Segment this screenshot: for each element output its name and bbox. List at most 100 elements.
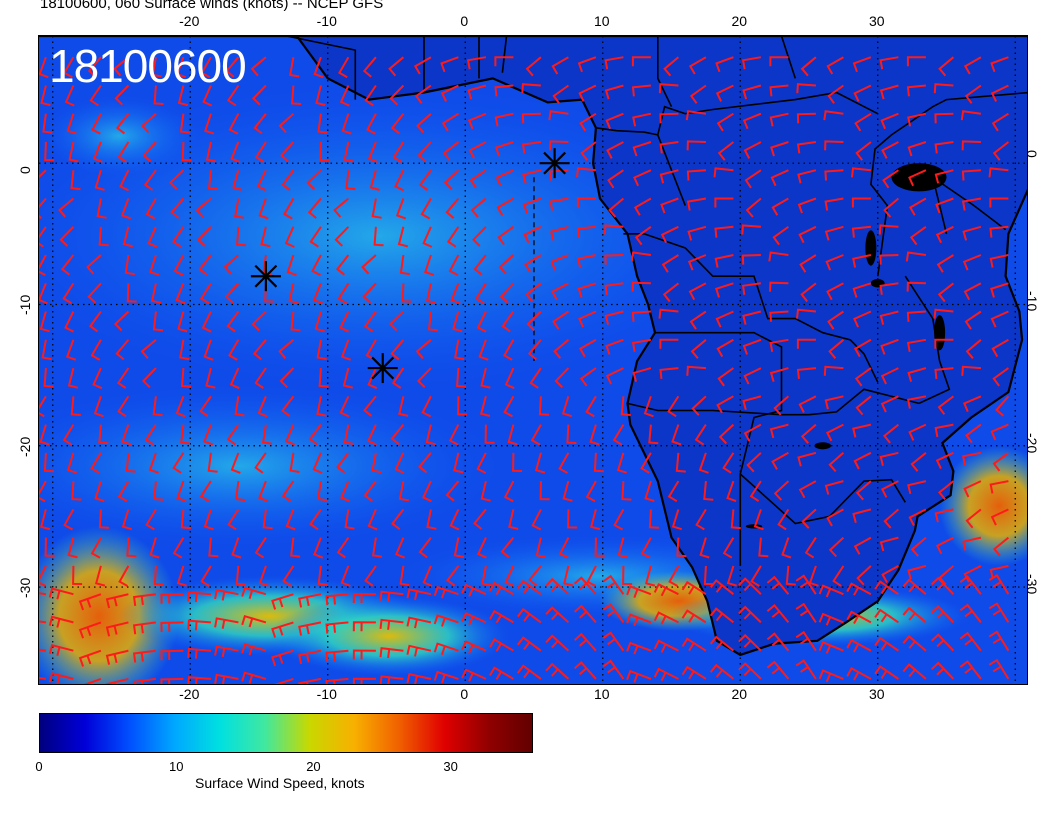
wind-barb: [824, 395, 844, 410]
wind-barb: [91, 113, 102, 135]
wind-barb: [399, 565, 410, 587]
wind-barb: [452, 311, 463, 333]
wind-barb: [825, 423, 844, 442]
wind-barb: [602, 603, 625, 623]
wind-barb: [937, 282, 955, 303]
wind-barb: [390, 339, 405, 361]
wind-barb: [446, 226, 460, 248]
wind-barb: [426, 509, 437, 530]
wind-barb: [228, 113, 240, 135]
wind-barb: [902, 578, 927, 595]
wind-barb: [325, 593, 349, 606]
wind-barb: [766, 660, 790, 680]
wind-barb: [690, 339, 707, 359]
wind-barb: [631, 310, 651, 322]
wind-barb: [906, 84, 927, 97]
wind-barb: [663, 56, 680, 77]
wind-barb: [339, 395, 350, 418]
wind-barb: [818, 584, 844, 598]
wind-barb: [686, 140, 706, 151]
wind-barb: [352, 677, 376, 684]
wind-barb: [659, 169, 679, 184]
wind-barb: [445, 197, 460, 219]
wind-barb: [241, 671, 267, 684]
wind-barb: [175, 282, 186, 305]
wind-barb: [626, 641, 652, 655]
wind-barb: [503, 395, 515, 418]
wind-barb: [883, 508, 900, 529]
wind-barb: [988, 167, 1009, 178]
wind-barb: [516, 664, 542, 680]
wind-barb: [879, 451, 899, 466]
wind-barb: [284, 226, 295, 248]
wind-barb: [853, 536, 872, 555]
wind-barb: [988, 574, 1010, 595]
wind-barb: [699, 537, 710, 559]
country-border: [627, 388, 920, 416]
wind-barb: [318, 368, 329, 388]
wind-barb: [298, 649, 322, 665]
wind-barb: [687, 225, 707, 241]
wind-barb: [714, 225, 734, 238]
wind-barb: [995, 395, 1010, 417]
wind-barb: [67, 367, 79, 389]
wind-barb: [933, 83, 954, 94]
wind-barb: [824, 480, 844, 495]
wind-barb: [203, 509, 214, 531]
wind-barb: [675, 452, 686, 473]
wind-barb: [667, 480, 680, 503]
wind-barb: [397, 226, 409, 248]
wind-barb: [489, 638, 514, 652]
wind-barb: [389, 84, 405, 106]
wind-barb: [795, 574, 817, 595]
wind-barb: [818, 612, 844, 626]
wind-barb: [529, 367, 542, 389]
wind-barb: [316, 480, 328, 502]
wind-barb: [142, 141, 157, 163]
wind-barb: [83, 677, 102, 684]
wind-barb: [94, 169, 105, 191]
wind-barb: [874, 636, 899, 652]
wind-barb: [461, 640, 487, 654]
wind-barb: [282, 565, 295, 587]
wind-barb: [473, 508, 487, 530]
wind-barb: [39, 169, 47, 190]
wind-barb: [339, 85, 350, 107]
wind-barb: [527, 339, 542, 361]
wind-barb: [573, 576, 597, 595]
wind-barb: [715, 282, 734, 298]
wind-barb: [640, 452, 652, 474]
wind-barb: [105, 621, 129, 637]
wind-barb: [316, 396, 327, 417]
wind-barb: [467, 112, 487, 130]
wind-barb: [115, 339, 130, 361]
wind-barb: [151, 57, 162, 78]
wind-barb: [853, 84, 872, 102]
wind-barb: [714, 197, 734, 208]
wind-barb: [336, 537, 350, 559]
wind-barb: [823, 365, 844, 376]
wind-barb: [225, 56, 240, 78]
wind-barb: [824, 140, 844, 151]
wind-barb: [534, 452, 546, 474]
wind-barb: [271, 621, 294, 638]
wind-barb: [78, 649, 102, 667]
wind-barb: [258, 198, 269, 220]
wind-barb: [648, 424, 659, 445]
wind-barb: [738, 662, 762, 680]
wind-barb: [549, 197, 569, 211]
lake: [814, 442, 831, 450]
wind-barb: [910, 536, 927, 557]
wind-barb: [496, 197, 514, 216]
wind-barb: [989, 254, 1009, 268]
wind-barb: [422, 565, 433, 587]
wind-barb: [234, 396, 245, 417]
wind-barb: [480, 480, 491, 502]
wind-barb: [576, 167, 597, 178]
lake: [865, 230, 877, 266]
wind-barb: [479, 396, 491, 417]
wind-barb: [653, 611, 679, 625]
wind-barb: [120, 198, 132, 220]
wind-barb: [579, 367, 597, 387]
wind-barb: [179, 339, 190, 361]
